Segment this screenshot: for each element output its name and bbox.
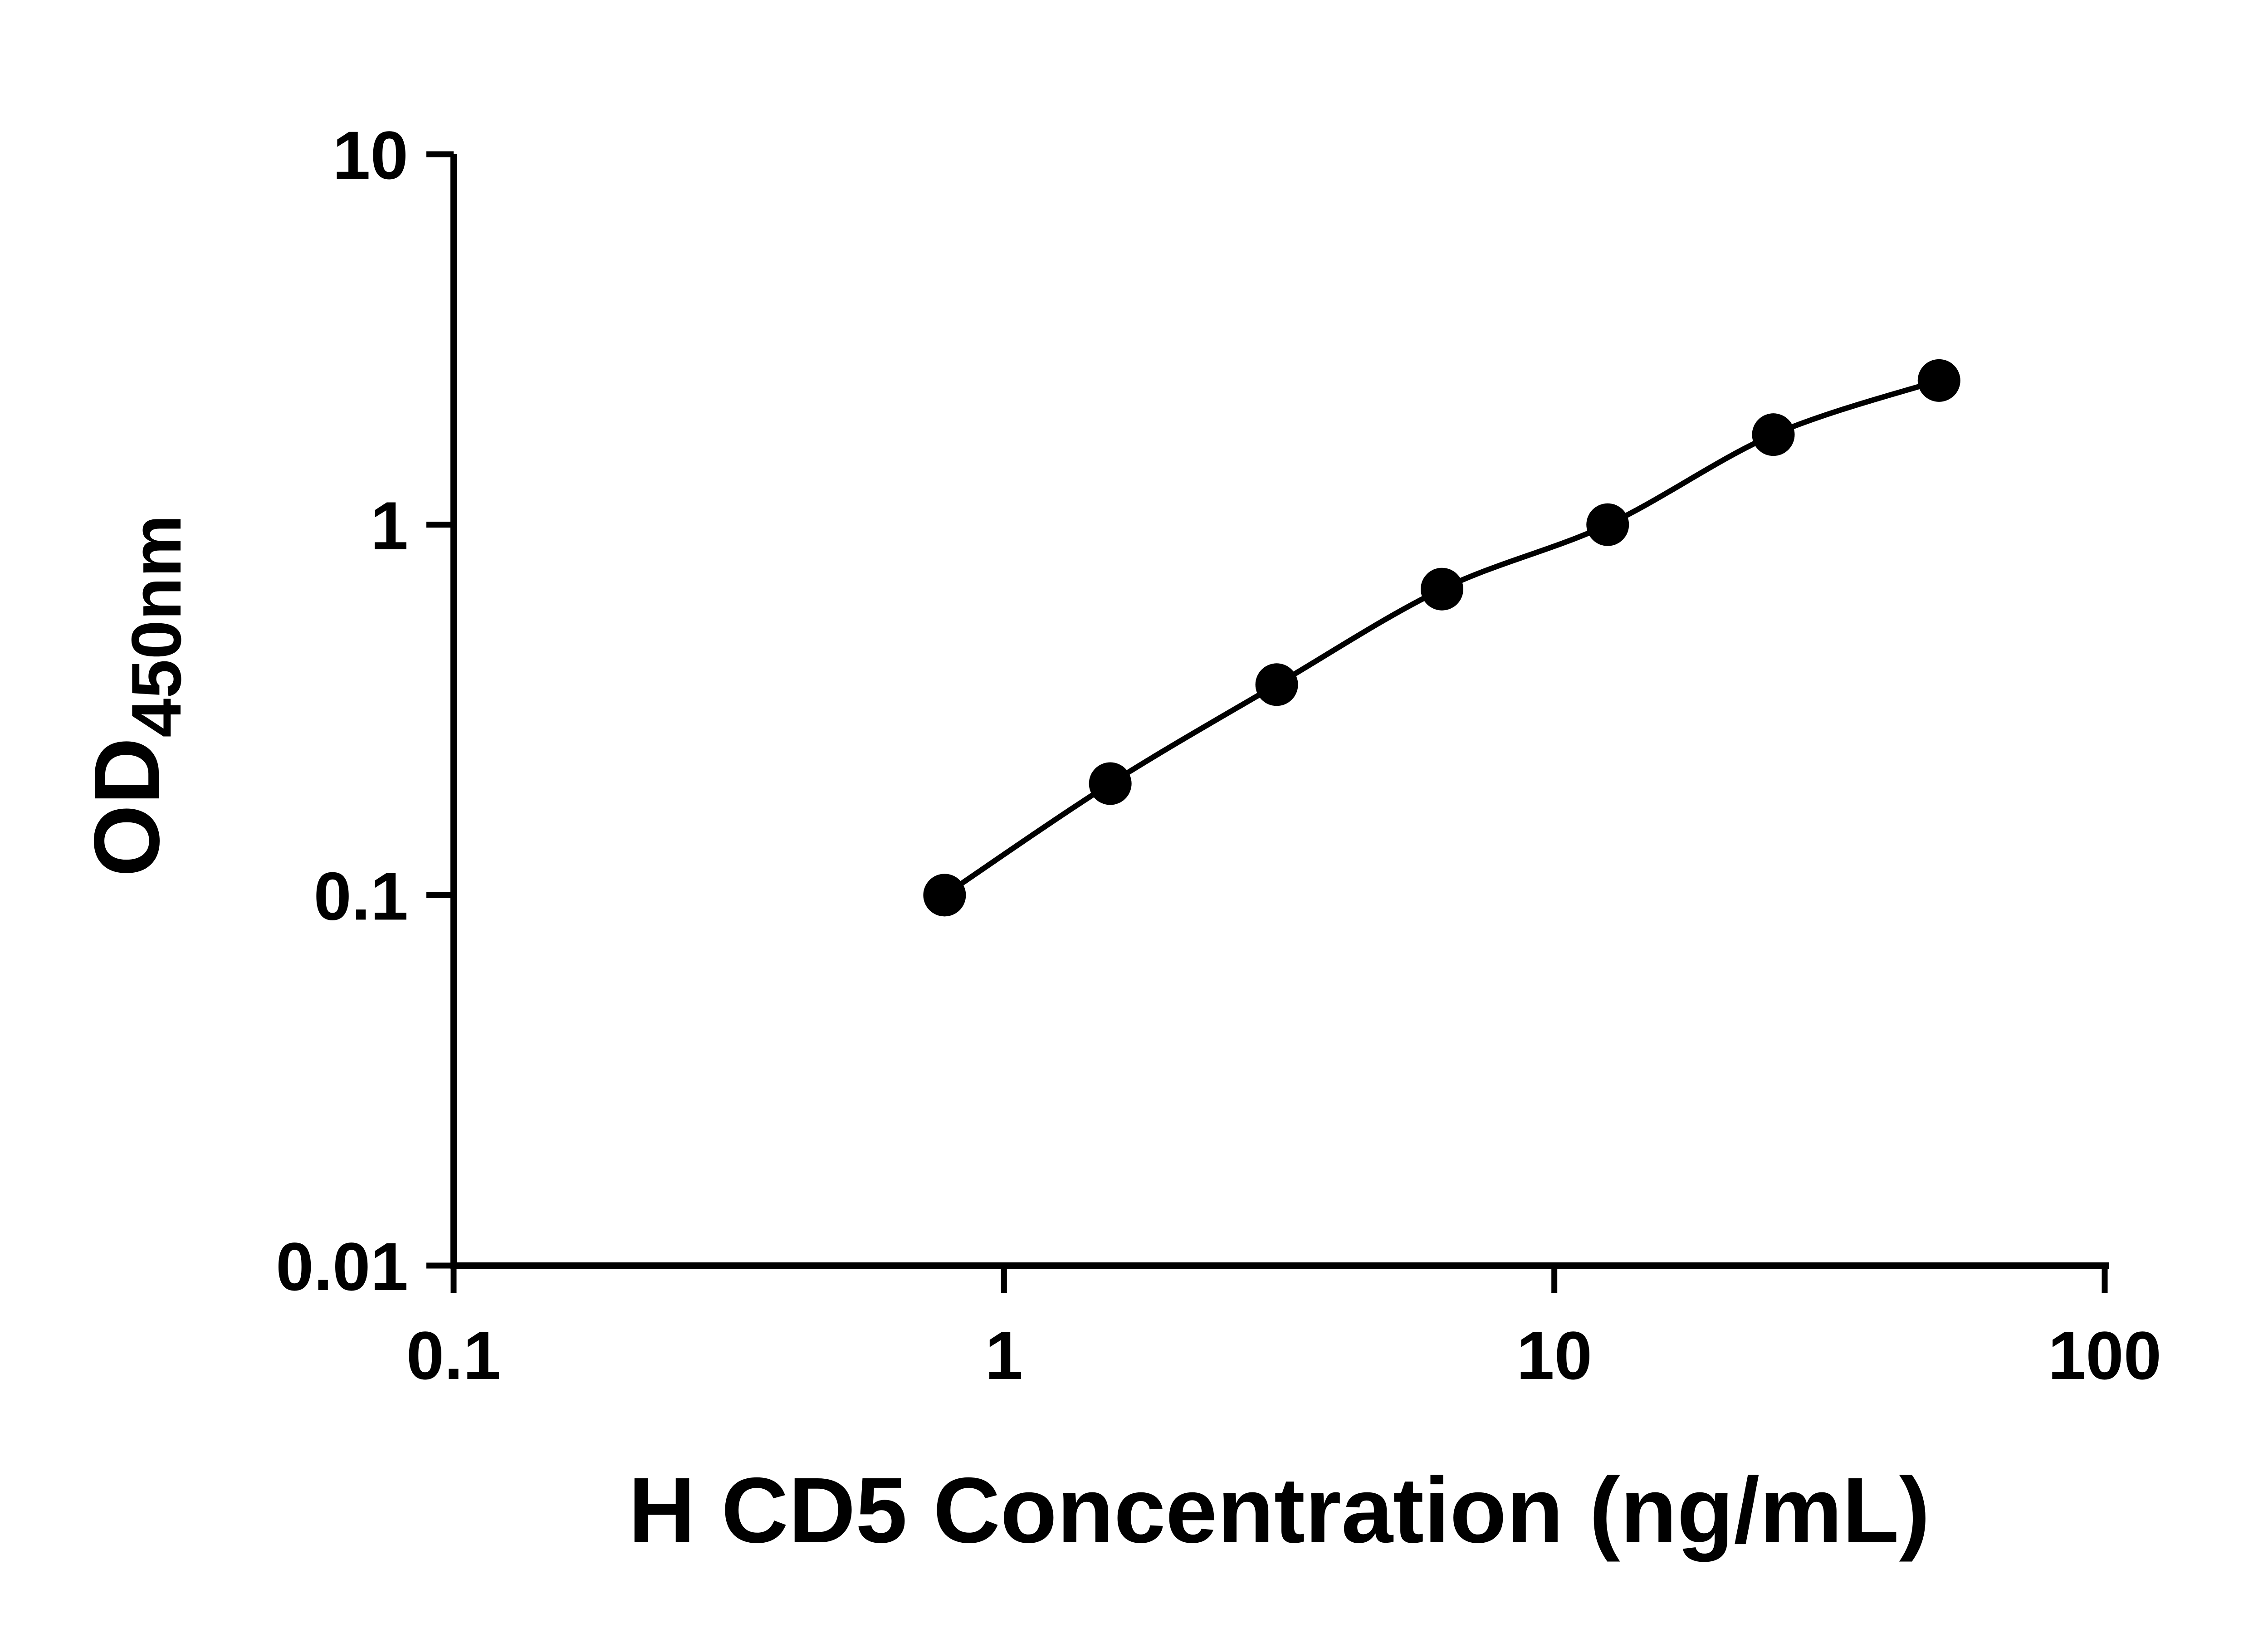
x-tick-label: 100 bbox=[2048, 1317, 2161, 1393]
data-point-marker bbox=[1752, 413, 1795, 456]
x-tick-label: 1 bbox=[985, 1317, 1023, 1393]
y-axis-title: OD450nm bbox=[75, 515, 196, 877]
y-tick-label: 10 bbox=[332, 117, 408, 193]
plot-area: 0.1 1 10 100 0.01 0.1 1 10 bbox=[276, 117, 2161, 1393]
y-axis-title-subscript: 450nm bbox=[117, 515, 196, 738]
data-point-marker bbox=[1255, 663, 1298, 706]
y-axis-title-main: OD bbox=[75, 738, 179, 877]
data-point-marker bbox=[1586, 503, 1629, 546]
x-tick-label: 10 bbox=[1516, 1317, 1592, 1393]
x-axis-title: H CD5 Concentration (ng/mL) bbox=[628, 1458, 1930, 1562]
x-tick-label: 0.1 bbox=[406, 1317, 501, 1393]
y-tick-label: 1 bbox=[371, 488, 408, 564]
data-point-marker bbox=[923, 874, 966, 917]
data-point-marker bbox=[1089, 762, 1132, 805]
y-tick-label: 0.1 bbox=[313, 858, 408, 934]
data-point-marker bbox=[1917, 359, 1960, 402]
y-tick-label: 0.01 bbox=[276, 1228, 408, 1305]
standard-curve-line bbox=[943, 378, 1940, 898]
data-point-marker bbox=[1421, 567, 1464, 611]
